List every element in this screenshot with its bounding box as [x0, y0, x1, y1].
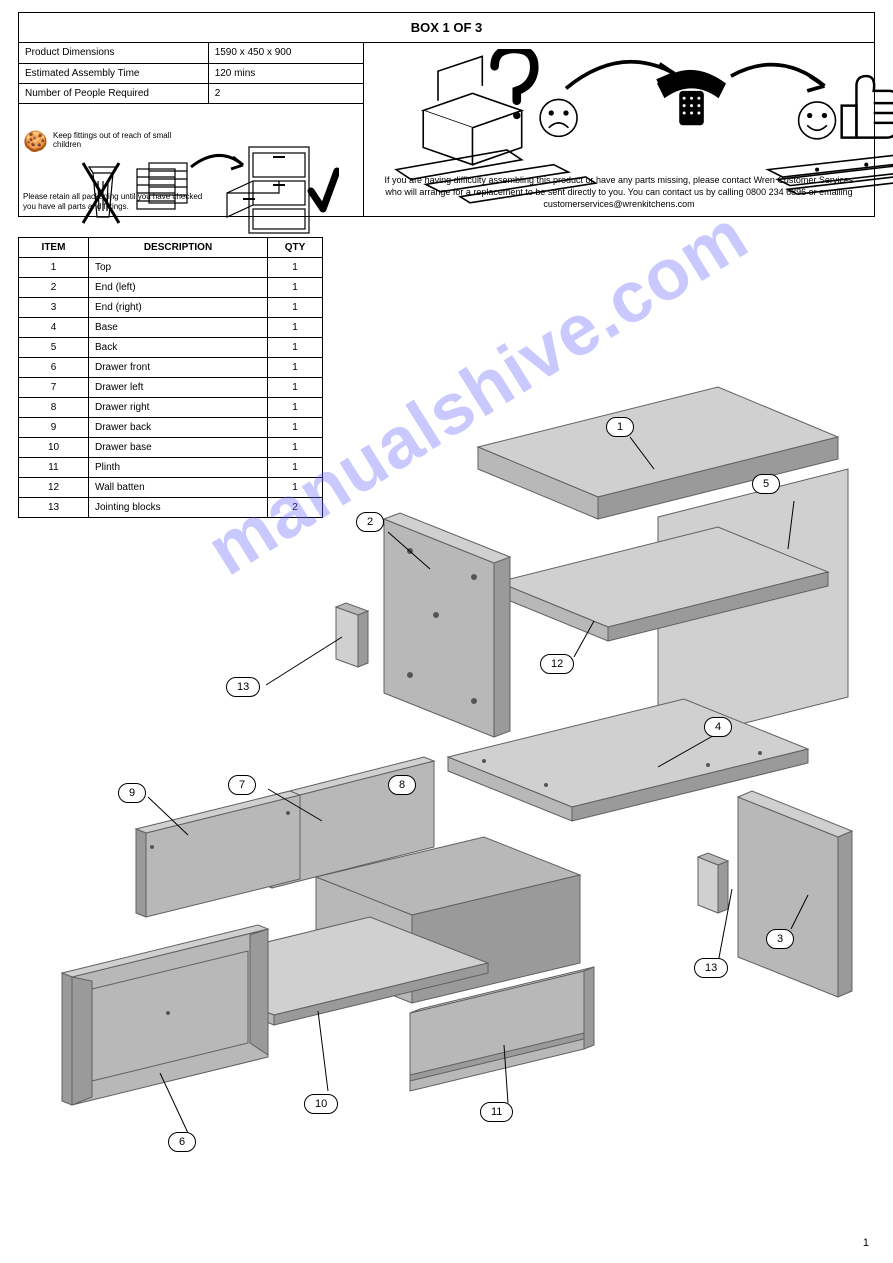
parts-item: 2: [19, 278, 89, 298]
parts-qty: 1: [268, 318, 323, 338]
part-plinth: [410, 967, 594, 1091]
part-drawer-right: [316, 837, 580, 1003]
meta-label: Estimated Assembly Time: [19, 63, 208, 83]
info-left-panel: Product Dimensions1590 x 450 x 900 Estim…: [19, 43, 364, 216]
callout-3: 3: [766, 929, 794, 949]
info-box: BOX 1 OF 3 Product Dimensions1590 x 450 …: [18, 12, 875, 217]
callout-6: 6: [168, 1132, 196, 1152]
parts-desc: Drawer right: [89, 398, 268, 418]
table-row: 2End (left)1: [19, 278, 323, 298]
table-row: 7Drawer left1: [19, 378, 323, 398]
meta-label: Product Dimensions: [19, 43, 208, 63]
part-drawer-base: [156, 917, 488, 1025]
callout-8: 8: [388, 775, 416, 795]
part-plinth-top: [498, 527, 828, 641]
part-end-right: [738, 791, 852, 997]
parts-desc: Back: [89, 338, 268, 358]
parts-qty: 1: [268, 378, 323, 398]
callout-2: 2: [356, 512, 384, 532]
parts-qty: 1: [268, 278, 323, 298]
callout-10: 10: [304, 1094, 338, 1114]
part-base: [448, 699, 808, 821]
parts-item: 5: [19, 338, 89, 358]
meta-value: 1590 x 450 x 900: [208, 43, 363, 63]
part-drawer-front: [62, 925, 268, 1105]
parts-qty: 1: [268, 418, 323, 438]
part-back: [658, 469, 848, 745]
callout-5: 5: [752, 474, 780, 494]
table-row: 4Base1: [19, 318, 323, 338]
callout-11: 11: [480, 1102, 513, 1122]
parts-item: 10: [19, 438, 89, 458]
meta-label: Number of People Required: [19, 83, 208, 103]
table-row: 3End (right)1: [19, 298, 323, 318]
callout-1: 1: [606, 417, 634, 437]
parts-qty: 1: [268, 258, 323, 278]
parts-item: 12: [19, 478, 89, 498]
table-row: 8Drawer right1: [19, 398, 323, 418]
meta-value: 120 mins: [208, 63, 363, 83]
box-title: BOX 1 OF 3: [19, 13, 874, 43]
packaging-graphic: [79, 143, 339, 238]
table-row: 10Drawer base1: [19, 438, 323, 458]
parts-desc: End (left): [89, 278, 268, 298]
table-row: 1Top1: [19, 258, 323, 278]
retain-note: Please retain all packaging until you ha…: [23, 192, 203, 212]
product-meta-table: Product Dimensions1590 x 450 x 900 Estim…: [19, 43, 363, 104]
callout-7: 7: [228, 775, 256, 795]
part-end-left: [384, 513, 510, 737]
parts-desc: Drawer left: [89, 378, 268, 398]
parts-item: 6: [19, 358, 89, 378]
parts-qty: 1: [268, 358, 323, 378]
table-row: 6Drawer front1: [19, 358, 323, 378]
parts-desc: Drawer base: [89, 438, 268, 458]
parts-header-item: ITEM: [19, 238, 89, 258]
page-number: 1: [863, 1237, 869, 1249]
parts-desc: Drawer back: [89, 418, 268, 438]
part-block-right: [698, 853, 728, 913]
help-text: If you are having difficulty assembling …: [376, 174, 862, 210]
parts-qty: 1: [268, 298, 323, 318]
parts-header-qty: QTY: [268, 238, 323, 258]
parts-item: 11: [19, 458, 89, 478]
info-right-panel: If you are having difficulty assembling …: [364, 43, 874, 216]
parts-desc: End (right): [89, 298, 268, 318]
parts-header-desc: DESCRIPTION: [89, 238, 268, 258]
parts-desc: Base: [89, 318, 268, 338]
parts-item: 4: [19, 318, 89, 338]
callout-4: 4: [704, 717, 732, 737]
callout-9: 9: [118, 783, 146, 803]
parts-item: 3: [19, 298, 89, 318]
table-row: 5Back1: [19, 338, 323, 358]
parts-desc: Plinth: [89, 458, 268, 478]
part-block-left: [336, 603, 368, 667]
parts-desc: Top: [89, 258, 268, 278]
table-row: 9Drawer back1: [19, 418, 323, 438]
parts-item: 8: [19, 398, 89, 418]
parts-item: 7: [19, 378, 89, 398]
callout-13a: 13: [226, 677, 260, 697]
parts-qty: 1: [268, 338, 323, 358]
parts-item: 9: [19, 418, 89, 438]
callout-13b: 13: [694, 958, 728, 978]
parts-desc: Drawer front: [89, 358, 268, 378]
parts-item: 1: [19, 258, 89, 278]
meta-value: 2: [208, 83, 363, 103]
parts-item: 13: [19, 498, 89, 518]
cookie-icon: 🍪: [23, 129, 48, 154]
callout-12: 12: [540, 654, 574, 674]
part-drawer-back: [136, 791, 300, 917]
parts-qty: 1: [268, 398, 323, 418]
